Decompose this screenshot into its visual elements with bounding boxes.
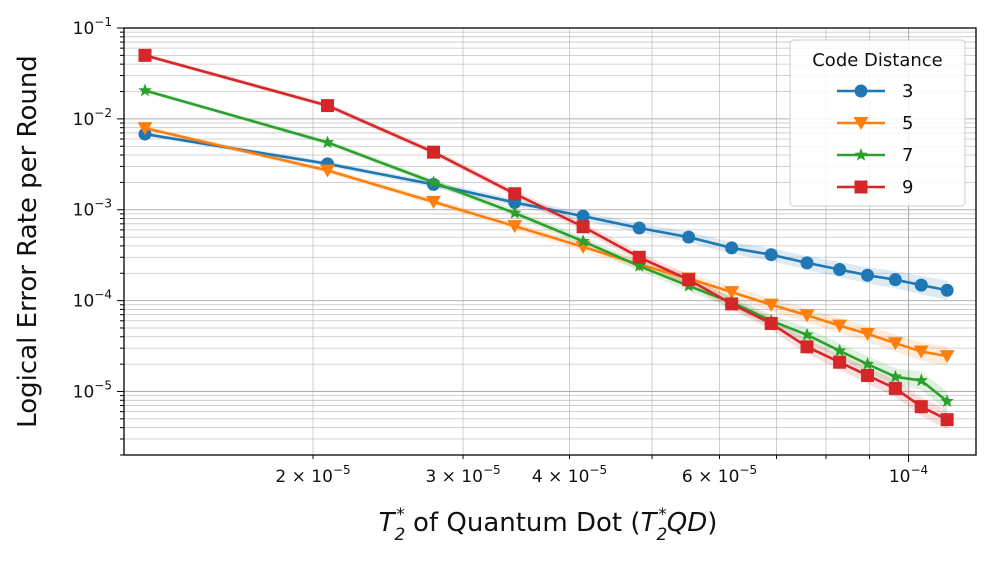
series-3-point [888, 273, 902, 287]
legend-marker [854, 180, 868, 194]
series-3-point [940, 283, 954, 297]
x-tick-label: 10−4 [889, 463, 928, 487]
series-3-point [725, 241, 739, 255]
series-5-point [887, 337, 903, 351]
legend-marker [854, 84, 868, 98]
series-3-point [833, 262, 847, 276]
series-7-point [138, 83, 152, 97]
legend-entries: 3 5 7 9 [837, 81, 913, 198]
series-7-point [632, 259, 646, 272]
x-tick-label: 4 × 10−5 [532, 463, 607, 487]
series-3-point [860, 268, 874, 282]
series-5-point [832, 319, 848, 333]
series-7-point [914, 373, 928, 387]
legend-entry-7: 7 [837, 145, 913, 166]
legend-entry-5: 5 [837, 113, 913, 134]
series-3-point [632, 221, 646, 235]
series-7-point [888, 369, 903, 383]
series-7-point [940, 394, 954, 407]
series-3-point [576, 209, 590, 223]
series-5-point [507, 220, 523, 234]
legend-entry-3: 3 [837, 81, 913, 102]
y-tick-label: 10−4 [73, 288, 112, 312]
legend-label: 9 [902, 177, 913, 198]
legend-entry-9: 9 [837, 177, 913, 198]
series-9-point [576, 220, 590, 234]
x-tick-label: 2 × 10−5 [275, 463, 350, 487]
series-9-point [427, 145, 441, 159]
series-5-point [859, 327, 875, 341]
legend-label: 7 [902, 145, 913, 166]
series-9-point [632, 250, 646, 264]
series-9-point [321, 99, 335, 113]
series-7-point [860, 357, 875, 370]
legend-marker [854, 148, 868, 161]
series-9-point [833, 355, 847, 369]
series-7-point [508, 206, 522, 219]
series-3-point [682, 230, 696, 244]
series-5-point [799, 309, 815, 323]
legend-marker [853, 117, 869, 130]
series-5-point [137, 122, 153, 136]
legend: Code Distance 3 5 7 9 [789, 39, 966, 207]
series-5-point [426, 195, 442, 209]
series-7-point [426, 175, 441, 189]
series-9-point [508, 187, 522, 201]
series-5-point [913, 345, 929, 359]
series-9-point [725, 297, 739, 311]
series-5-point [939, 350, 955, 364]
axis-tick-labels: 10−5 10−4 10−3 10−2 10−1 2 × 10−5 3 × 10−5 4 × … [73, 15, 929, 487]
series-5-point [320, 164, 336, 178]
series-5-point [724, 286, 740, 300]
series-3-point [914, 278, 928, 292]
series-9-point [888, 381, 902, 395]
series-9-point [860, 368, 874, 382]
series-3-point [764, 248, 778, 262]
x-tick-label: 6 × 10−5 [682, 463, 757, 487]
x-tick-label: 3 × 10−5 [425, 463, 500, 487]
series-9-point [940, 413, 954, 427]
confidence-bands [144, 53, 948, 430]
series-7-point [832, 343, 847, 357]
series-lines [137, 48, 955, 427]
axis-ticks [117, 27, 910, 462]
series-7-point [576, 234, 590, 247]
series-3-band [144, 132, 948, 300]
legend-label: 3 [902, 81, 913, 102]
x-axis-title: T2* of Quantum Dot (T2*QD) [379, 505, 718, 545]
series-9-point [138, 48, 152, 62]
series-7-point [320, 135, 335, 149]
series-3-point [800, 256, 814, 270]
series-9-point [800, 340, 814, 354]
y-tick-label: 10−5 [73, 378, 112, 402]
legend-label: 5 [902, 113, 913, 134]
y-tick-label: 10−3 [73, 197, 112, 221]
y-tick-label: 10−1 [73, 15, 112, 39]
plot-area-frame [123, 27, 977, 456]
series-9-point [764, 316, 778, 330]
y-tick-label: 10−2 [73, 106, 112, 130]
y-axis-title: Logical Error Rate per Round [13, 55, 43, 428]
series-9-point [914, 400, 928, 414]
series-5-point [763, 298, 779, 312]
series-9-point [682, 273, 696, 287]
series-7-point [800, 327, 814, 341]
legend-title: Code Distance [812, 50, 943, 71]
